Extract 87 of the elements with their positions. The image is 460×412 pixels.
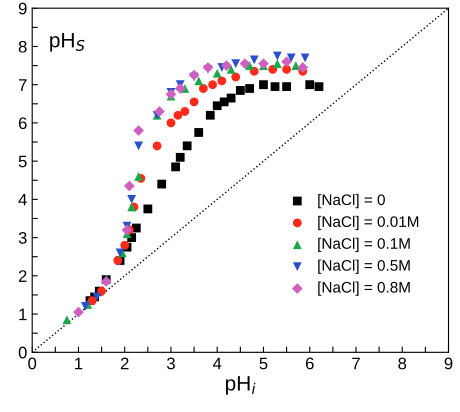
point xyxy=(212,68,222,78)
point xyxy=(231,72,240,82)
legend-label: [NaCl] = 0.01M xyxy=(318,216,418,230)
point xyxy=(62,315,72,324)
point xyxy=(286,54,296,62)
point xyxy=(198,84,208,93)
point xyxy=(124,180,135,192)
y-tick-label: 5 xyxy=(18,156,27,168)
point xyxy=(314,82,324,91)
x-tick-label: 5 xyxy=(260,358,268,370)
point xyxy=(88,296,97,306)
x-tick-label: 2 xyxy=(120,358,129,370)
point xyxy=(240,58,250,70)
point xyxy=(113,256,122,265)
x-tick-label: 6 xyxy=(306,358,314,370)
point xyxy=(272,52,282,60)
point xyxy=(259,80,268,90)
point xyxy=(236,86,245,95)
point xyxy=(127,194,136,204)
point xyxy=(272,59,282,68)
y-tick-label: 3 xyxy=(18,232,27,244)
point xyxy=(245,84,254,93)
point xyxy=(152,141,162,150)
x-tick-label: 8 xyxy=(398,358,406,370)
point xyxy=(300,54,310,62)
point xyxy=(221,60,232,71)
point xyxy=(133,125,144,136)
point xyxy=(81,302,90,311)
x-tick-label: 0 xyxy=(28,358,36,370)
point xyxy=(182,141,192,150)
point xyxy=(281,56,292,68)
point xyxy=(127,202,136,212)
y-tick-label: 0 xyxy=(18,346,27,358)
y-tick-label: 1 xyxy=(19,308,27,320)
y-axis-title: pH$_{S}$ xyxy=(50,32,84,52)
point xyxy=(231,59,240,68)
point xyxy=(190,98,198,106)
y-tick-label: 9 xyxy=(18,2,27,14)
point xyxy=(176,152,185,162)
point xyxy=(188,70,200,81)
x-tick-label: 9 xyxy=(444,358,452,370)
point xyxy=(226,65,236,74)
point xyxy=(134,141,143,150)
point xyxy=(143,204,152,214)
point xyxy=(194,76,204,86)
legend-label: [NaCl] = 0.5M xyxy=(318,260,410,274)
point xyxy=(270,82,280,91)
legend-label: [NaCl] = 0.1M xyxy=(318,238,410,252)
point xyxy=(258,58,269,70)
point xyxy=(100,276,112,287)
point xyxy=(154,106,165,117)
point xyxy=(73,306,84,318)
point xyxy=(206,110,215,120)
point xyxy=(282,65,291,74)
x-tick-label: 7 xyxy=(352,358,360,370)
x-axis-title: pH$_{i}$ xyxy=(226,376,256,395)
point xyxy=(166,88,176,100)
point xyxy=(202,62,214,73)
point xyxy=(166,118,176,128)
x-tick-label: 1 xyxy=(75,358,82,370)
point xyxy=(92,292,102,302)
point xyxy=(208,80,217,90)
point xyxy=(217,76,226,86)
y-tick-label: 7 xyxy=(18,79,27,91)
x-tick-label: 3 xyxy=(166,358,175,370)
legend-label: [NaCl] = 0 xyxy=(318,194,385,208)
y-tick-label: 2 xyxy=(18,270,27,282)
point xyxy=(174,110,182,120)
y-tick-label: 4 xyxy=(18,194,27,206)
point xyxy=(134,172,143,181)
x-tick-label: 4 xyxy=(212,358,222,370)
point xyxy=(116,248,124,258)
point xyxy=(297,62,308,73)
point xyxy=(122,224,132,236)
point xyxy=(250,55,259,64)
point xyxy=(194,128,204,137)
point xyxy=(171,162,180,172)
legend-label: [NaCl] = 0.8M xyxy=(318,281,410,296)
point xyxy=(174,83,186,94)
y-tick-label: 8 xyxy=(18,40,27,53)
point xyxy=(120,240,130,250)
point xyxy=(157,180,166,188)
point xyxy=(226,94,236,102)
point xyxy=(305,80,314,90)
y-tick-label: 6 xyxy=(18,117,27,130)
point xyxy=(180,107,190,116)
point xyxy=(282,82,291,91)
